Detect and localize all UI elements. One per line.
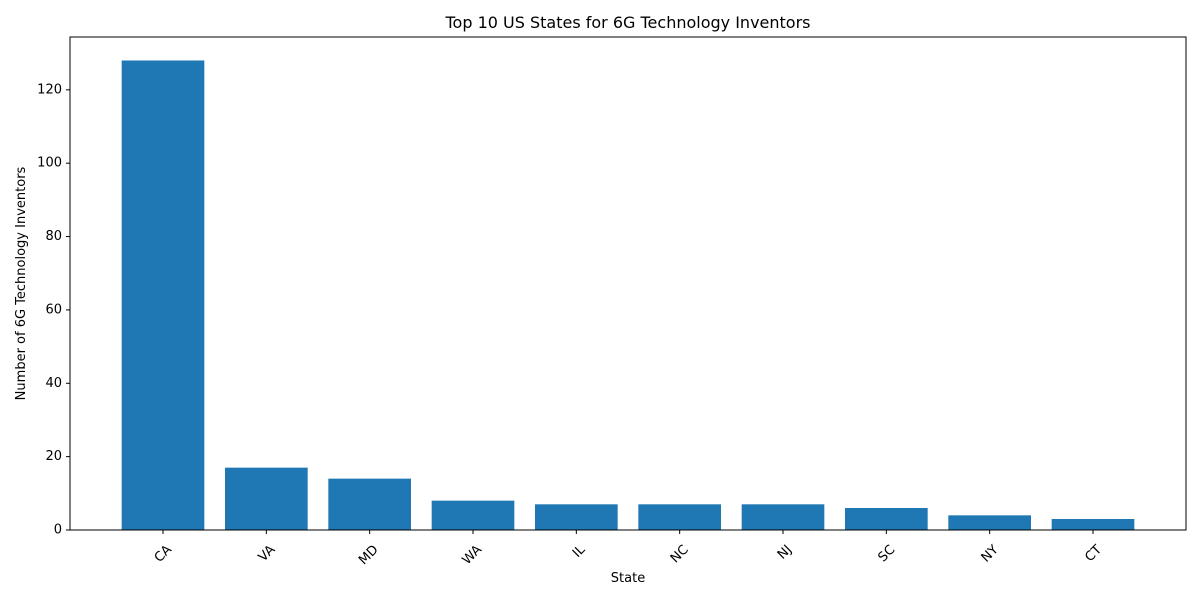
bar-sc [845, 508, 928, 530]
y-tick-label: 40 [45, 376, 62, 391]
x-tick-label: MD [356, 542, 382, 568]
x-tick-label: NY [979, 542, 1002, 565]
y-axis-label: Number of 6G Technology Inventors [14, 166, 29, 400]
y-tick-label: 100 [37, 156, 62, 171]
x-tick-label: CT [1082, 542, 1105, 565]
bar-ny [948, 515, 1031, 530]
y-axis-ticks: 0 20 40 60 80 100 120 [37, 82, 70, 537]
bar-va [225, 468, 308, 530]
x-axis-ticks: CA VA MD WA IL NC NJ SC NY CT [152, 530, 1105, 568]
x-tick-label: NC [668, 542, 692, 566]
bar-il [535, 504, 618, 530]
y-tick-label: 20 [45, 449, 62, 464]
bar-ct [1052, 519, 1135, 530]
x-tick-label: NJ [775, 542, 795, 562]
y-tick-label: 0 [54, 523, 62, 538]
bars-group [122, 60, 1135, 530]
bar-nj [742, 504, 825, 530]
bar-wa [432, 501, 515, 530]
x-tick-label: SC [876, 542, 899, 565]
bar-md [328, 479, 411, 530]
y-tick-label: 80 [45, 229, 62, 244]
plot-frame [70, 37, 1186, 530]
x-tick-label: IL [570, 542, 589, 561]
x-tick-label: VA [256, 542, 279, 565]
x-axis-label: State [611, 571, 645, 586]
bar-ca [122, 60, 205, 530]
x-tick-label: WA [460, 542, 486, 568]
y-tick-label: 60 [45, 302, 62, 317]
y-tick-label: 120 [37, 82, 62, 97]
x-tick-label: CA [152, 542, 175, 565]
chart-title: Top 10 US States for 6G Technology Inven… [444, 13, 810, 32]
bar-nc [638, 504, 721, 530]
